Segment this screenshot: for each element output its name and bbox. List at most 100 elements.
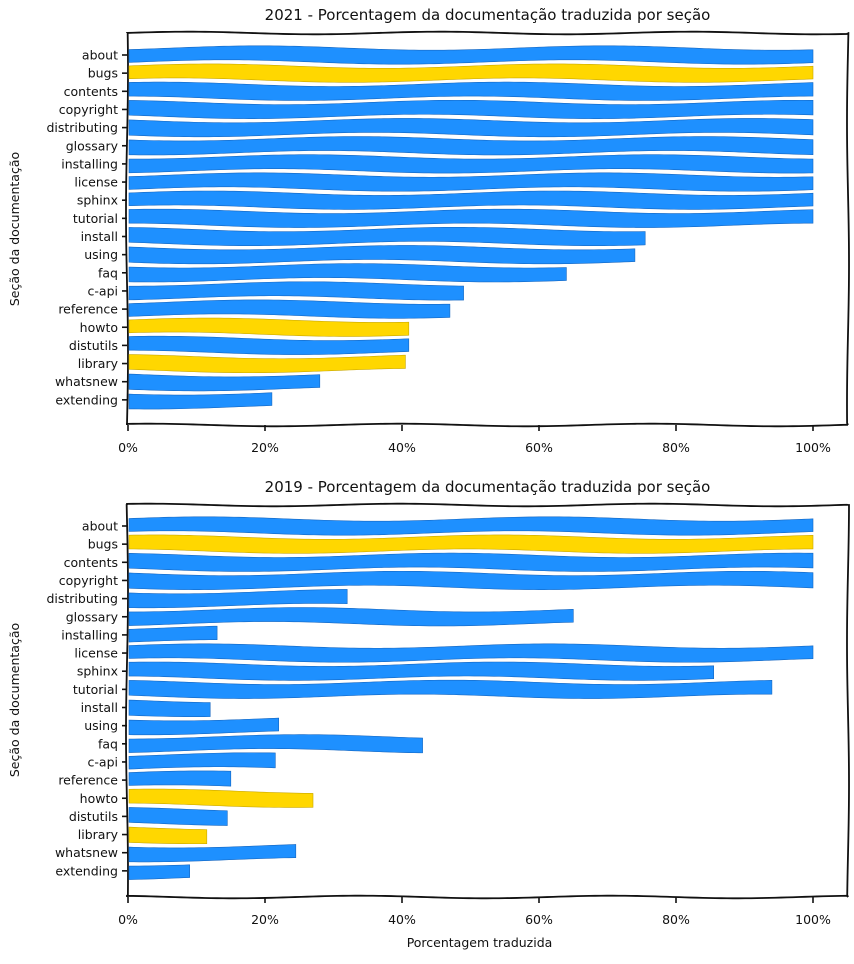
chart-1-ytick-label-extending: extending	[55, 863, 118, 878]
chart-0-bar-library	[128, 354, 406, 374]
chart-0-xtick-label-5: 100%	[795, 440, 831, 455]
chart-1-ytick-label-contents: contents	[64, 555, 118, 570]
chart-1-ytick-label-faq: faq	[98, 736, 118, 751]
chart-1-bar-bugs	[128, 534, 814, 554]
chart-0-ytick-label-install: install	[81, 229, 118, 244]
chart-1-ytick-label-glossary: glossary	[66, 609, 119, 624]
chart-0-bar-c-api	[128, 281, 464, 301]
chart-1-bar-distutils	[128, 807, 228, 826]
chart-1-ytick-label-using: using	[84, 718, 118, 733]
chart-1-bar-license	[128, 643, 814, 663]
chart-0-bar-distutils	[128, 335, 410, 355]
chart-1-ytick-label-sphinx: sphinx	[77, 664, 118, 679]
chart-0-ytick-label-howto: howto	[80, 320, 118, 335]
chart-1-ytick-label-license: license	[74, 646, 118, 661]
chart-1-xtick-label-0: 0%	[118, 912, 138, 927]
chart-0-bar-install	[128, 227, 646, 247]
chart-1-bar-about	[128, 516, 814, 536]
chart-1-frame-right	[846, 504, 850, 898]
chart-0-frame-left	[125, 32, 129, 426]
chart-0-ytick-label-whatsnew: whatsnew	[55, 374, 118, 389]
chart-0-ytick-label-faq: faq	[98, 265, 118, 280]
chart-1-ylabel: Seção da documentação	[7, 623, 22, 777]
chart-1-bar-installing	[128, 625, 218, 643]
chart-1-bar-howto	[128, 788, 314, 808]
chart-1-ytick-label-library: library	[78, 827, 119, 842]
chart-1-bar-sphinx	[128, 661, 714, 681]
chart-0-bar-faq	[128, 263, 567, 283]
chart-1-bar-install	[128, 699, 211, 718]
chart-0-ytick-label-bugs: bugs	[88, 66, 118, 81]
chart-0-xtick-label-4: 80%	[662, 440, 690, 455]
chart-1-ytick-label-bugs: bugs	[88, 537, 118, 552]
chart-1-ytick-label-tutorial: tutorial	[73, 682, 118, 697]
chart-1-ytick-label-reference: reference	[58, 773, 118, 788]
chart-0-frame-right	[846, 32, 850, 426]
chart-1-xtick-label-4: 80%	[662, 912, 690, 927]
chart-1-frame-top	[126, 502, 849, 508]
chart-0-ytick-label-reference: reference	[58, 302, 118, 317]
chart-0-ylabel: Seção da documentação	[7, 152, 22, 306]
chart-1-frame-bottom	[126, 894, 849, 900]
chart-1-frame-left	[125, 504, 129, 898]
chart-0-ytick-label-about: about	[82, 48, 118, 63]
chart-1-bar-reference	[128, 770, 232, 787]
chart-0-bar-license	[128, 172, 814, 192]
chart-0-ytick-label-contents: contents	[64, 84, 118, 99]
chart-0-ytick-label-installing: installing	[61, 156, 118, 171]
chart-0-ytick-label-extending: extending	[55, 392, 118, 407]
chart-1-ytick-label-distributing: distributing	[46, 591, 118, 606]
chart-0-xtick-label-1: 20%	[251, 440, 279, 455]
chart-0-xtick-label-3: 60%	[525, 440, 553, 455]
chart-1-xtick-label-5: 100%	[795, 912, 831, 927]
chart-1-ytick-label-about: about	[82, 519, 118, 534]
chart-1-ytick-label-distutils: distutils	[69, 809, 118, 824]
chart-1-xtick-label-2: 40%	[388, 912, 416, 927]
chart-0-xtick-label-0: 0%	[118, 440, 138, 455]
chart-1-ytick-label-install: install	[81, 700, 118, 715]
chart-0-bar-tutorial	[128, 208, 814, 228]
chart-1-bar-contents	[128, 552, 814, 572]
chart-1-bar-extending	[128, 864, 190, 880]
chart-0-ytick-label-using: using	[84, 247, 118, 262]
chart-0-bar-distributing	[128, 118, 814, 138]
chart-0-bar-howto	[128, 317, 410, 337]
chart-1-ytick-label-howto: howto	[80, 791, 118, 806]
chart-0-ytick-label-glossary: glossary	[66, 138, 119, 153]
chart-0-ytick-label-sphinx: sphinx	[77, 193, 118, 208]
chart-1-ytick-label-installing: installing	[61, 627, 118, 642]
chart-0-bar-contents	[128, 81, 814, 101]
chart-0-bar-whatsnew	[128, 373, 321, 392]
chart-1-xlabel: Porcentagem traduzida	[407, 935, 553, 950]
chart-1-bar-using	[128, 717, 279, 736]
chart-0-title: 2021 - Porcentagem da documentação tradu…	[265, 6, 711, 24]
chart-1-xtick-label-3: 60%	[525, 912, 553, 927]
chart-1-ytick-label-copyright: copyright	[59, 573, 118, 588]
chart-0-ytick-label-distutils: distutils	[69, 338, 118, 353]
chart-0-bar-extending	[128, 392, 273, 410]
chart-1-bar-whatsnew	[128, 844, 297, 863]
chart-0-bar-sphinx	[128, 190, 814, 210]
chart-1-bar-library	[128, 826, 208, 845]
chart-0-ytick-label-library: library	[78, 356, 119, 371]
chart-0-bar-using	[128, 245, 636, 265]
chart-0-xtick-label-2: 40%	[388, 440, 416, 455]
chart-0-bar-reference	[128, 299, 451, 319]
chart-1-xtick-label-1: 20%	[251, 912, 279, 927]
chart-1-bar-copyright	[128, 570, 814, 590]
chart-1-title: 2019 - Porcentagem da documentação tradu…	[265, 478, 711, 496]
chart-1-bar-tutorial	[128, 679, 773, 699]
chart-1-ytick-label-c-api: c-api	[88, 754, 118, 769]
chart-1-bar-glossary	[128, 607, 574, 627]
chart-0-bar-installing	[128, 154, 814, 174]
chart-0-frame-bottom	[126, 422, 849, 428]
chart-0-bar-bugs	[128, 63, 814, 83]
chart-1-bar-distributing	[128, 589, 348, 609]
chart-0-bar-copyright	[128, 99, 814, 119]
chart-0-frame-top	[126, 30, 849, 36]
chart-0-bar-glossary	[128, 136, 814, 156]
chart-0-ytick-label-distributing: distributing	[46, 120, 118, 135]
chart-0-ytick-label-copyright: copyright	[59, 102, 118, 117]
chart-0-ytick-label-c-api: c-api	[88, 283, 118, 298]
